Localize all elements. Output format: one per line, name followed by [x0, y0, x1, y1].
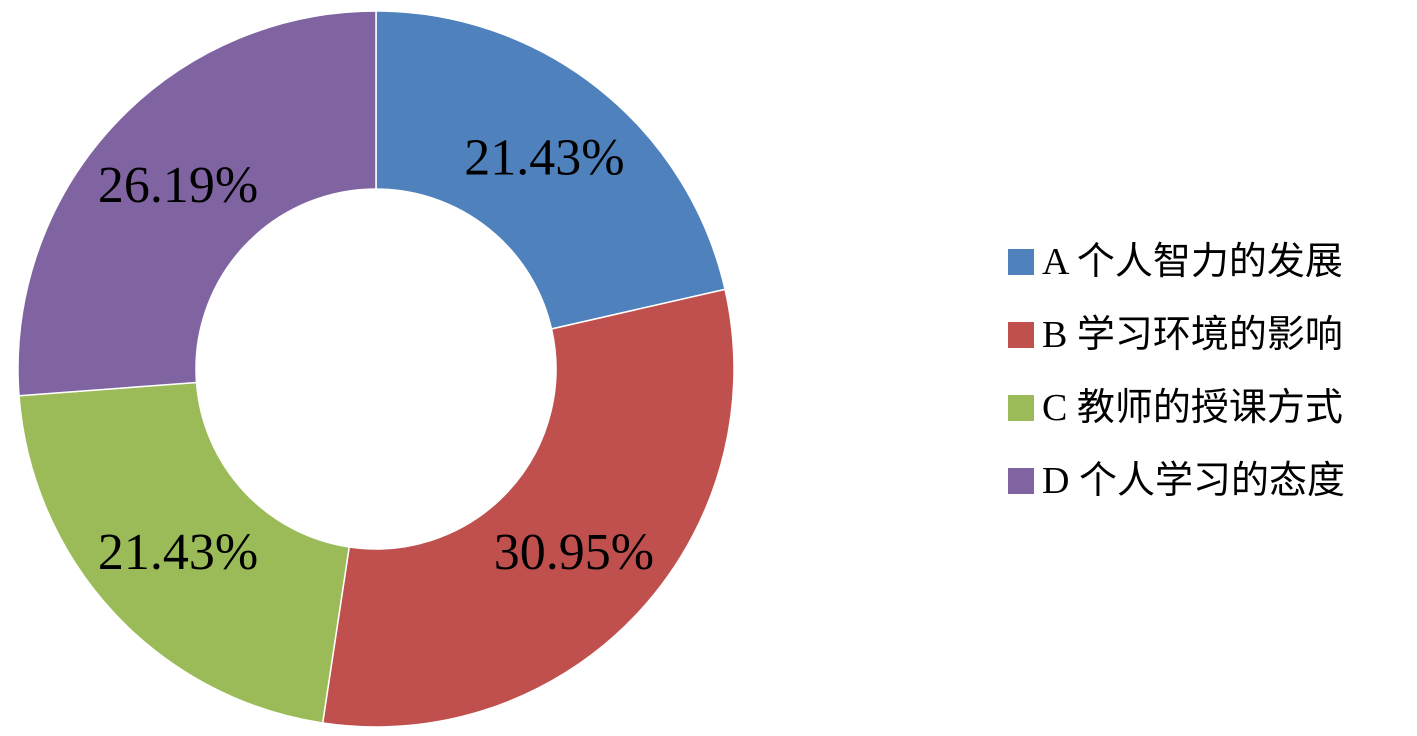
legend: A 个人智力的发展 B 学习环境的影响 C 教师的授课方式 D 个人学习的态度	[1008, 241, 1345, 502]
data-label-d: 26.19%	[98, 157, 258, 214]
donut-slice-b	[321, 288, 735, 728]
legend-swatch-a	[1008, 249, 1034, 275]
donut-slice-a	[375, 10, 726, 330]
data-label-c: 21.43%	[98, 524, 258, 581]
donut-slice-d	[17, 10, 377, 397]
legend-swatch-d	[1008, 468, 1034, 494]
data-label-b: 30.95%	[494, 524, 654, 581]
data-label-a: 21.43%	[464, 129, 624, 186]
legend-label-a: A 个人智力的发展	[1042, 241, 1343, 283]
data-labels: 21.43% 30.95% 21.43% 26.19%	[98, 129, 654, 581]
legend-swatch-c	[1008, 395, 1034, 421]
legend-label-c: C 教师的授课方式	[1042, 387, 1343, 429]
legend-swatch-b	[1008, 322, 1034, 348]
legend-label-b: B 学习环境的影响	[1042, 314, 1343, 356]
donut-slices	[17, 10, 735, 728]
legend-label-d: D 个人学习的态度	[1042, 460, 1345, 502]
donut-slice-c	[18, 381, 351, 724]
